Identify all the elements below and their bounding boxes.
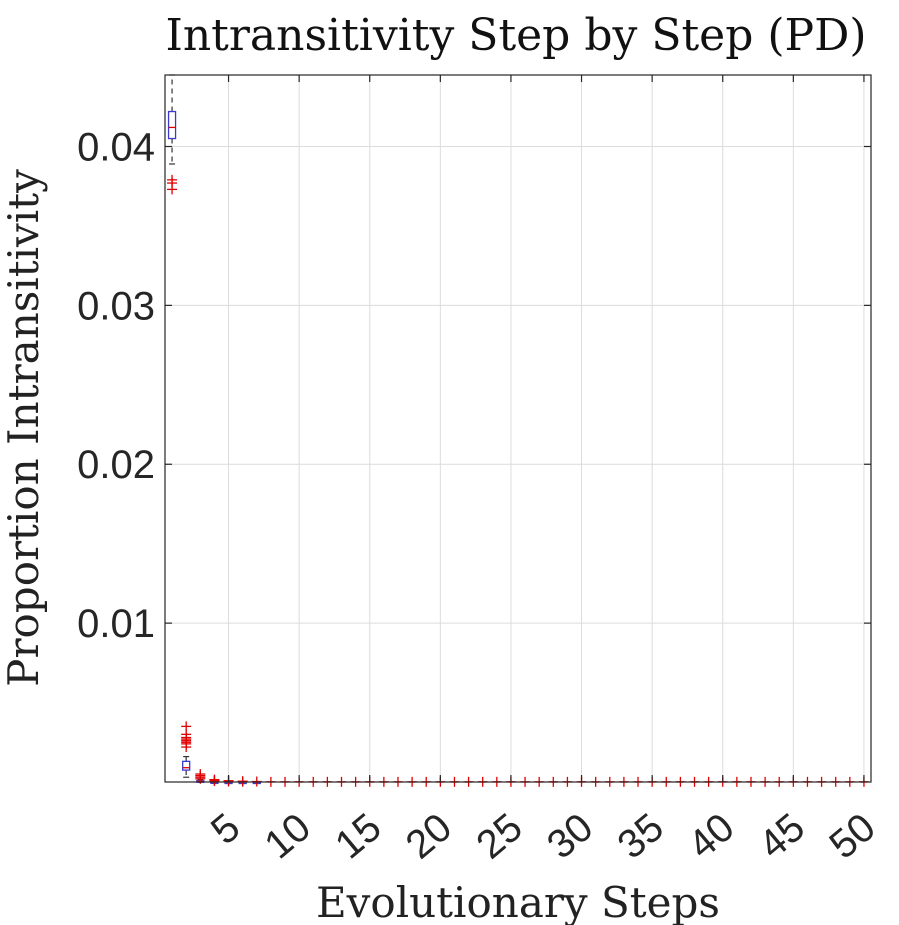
y-axis-label: Proportion Intransitivity bbox=[0, 169, 48, 687]
box-step-1 bbox=[167, 110, 177, 140]
y-tick-label: 0.01 bbox=[77, 602, 155, 646]
x-tick-label: 25 bbox=[468, 805, 530, 867]
x-tick-label: 20 bbox=[398, 805, 460, 867]
axes-frame bbox=[164, 74, 872, 783]
y-tick-label: 0.02 bbox=[77, 443, 155, 487]
x-axis-ticks: 5 10 15 20 25 30 35 40 45 50 bbox=[203, 75, 884, 867]
x-tick-label: 35 bbox=[610, 805, 672, 867]
x-axis-label: Evolutionary Steps bbox=[316, 878, 720, 925]
x-tick-label: 40 bbox=[680, 805, 742, 867]
x-tick-label: 5 bbox=[203, 805, 248, 853]
x-tick-label: 15 bbox=[327, 805, 389, 867]
box-step-2 bbox=[182, 760, 191, 771]
y-tick-label: 0.04 bbox=[77, 125, 155, 169]
y-tick-label: 0.03 bbox=[77, 284, 155, 328]
grid-lines bbox=[165, 75, 871, 782]
chart-title: Intransitivity Step by Step (PD) bbox=[165, 10, 866, 61]
x-tick-label: 45 bbox=[751, 805, 813, 867]
plot-area bbox=[167, 74, 869, 787]
x-tick-label: 10 bbox=[257, 805, 319, 867]
y-axis-ticks: 0.01 0.02 0.03 0.04 bbox=[77, 125, 871, 646]
x-tick-label: 50 bbox=[821, 805, 883, 867]
x-tick-label: 30 bbox=[539, 805, 601, 867]
